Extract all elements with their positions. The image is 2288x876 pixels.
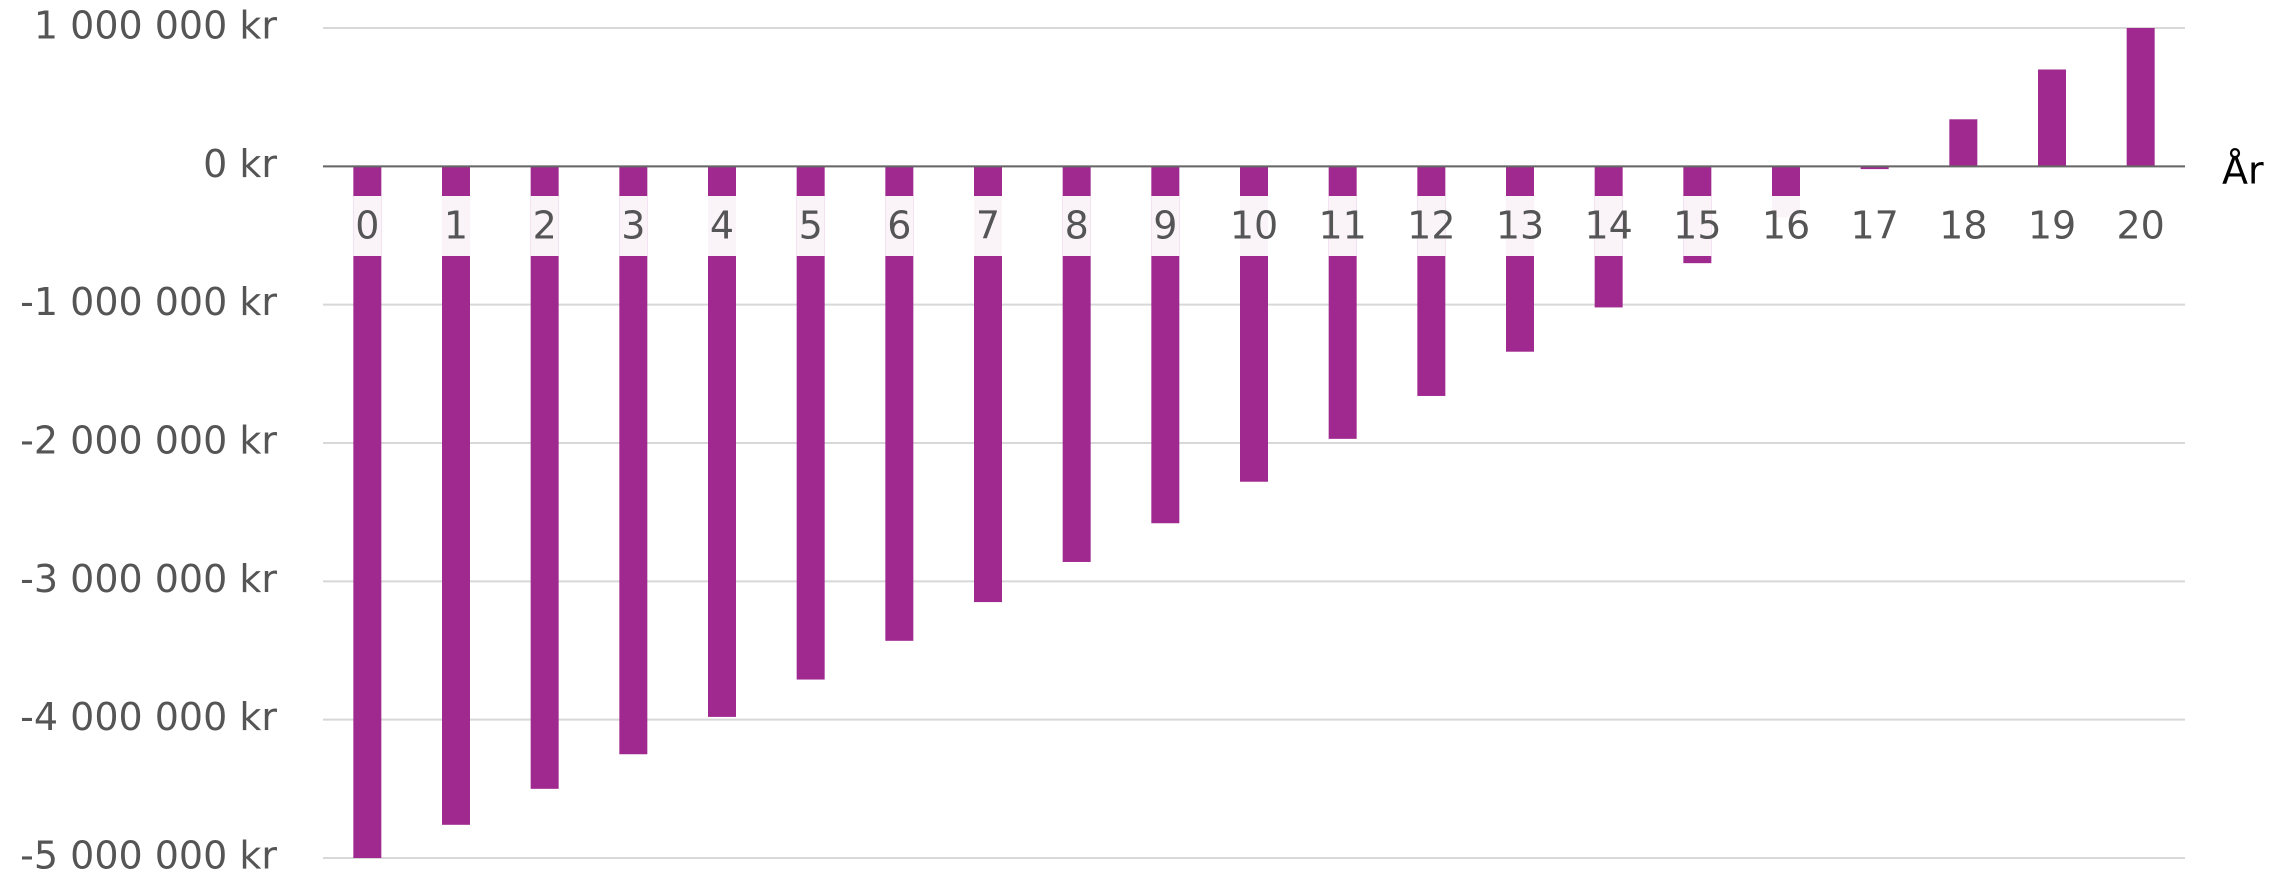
x-tick-label-background [885, 196, 914, 256]
x-tick-label-background [1772, 196, 1800, 256]
bar [1949, 119, 1978, 167]
x-tick-label-background [796, 196, 825, 256]
x-tick-label: 15 [1673, 204, 1721, 248]
bar [1506, 166, 1534, 352]
x-tick-label: 11 [1318, 204, 1366, 248]
y-tick-label: -1 000 000 kr [20, 280, 277, 324]
bar [2126, 28, 2155, 167]
x-tick-label: 8 [1065, 204, 1089, 248]
bar [619, 166, 648, 755]
x-tick-label: 4 [710, 204, 734, 248]
y-tick-label: 1 000 000 kr [34, 4, 277, 48]
x-tick-label: 5 [799, 204, 823, 248]
y-tick-label: -4 000 000 kr [20, 695, 277, 739]
x-tick-label-background [442, 196, 470, 256]
x-tick-label-background [2038, 196, 2066, 256]
y-tick-label: -3 000 000 kr [20, 557, 277, 601]
x-tick-label: 18 [1939, 204, 1987, 248]
x-tick-label: 19 [2028, 204, 2076, 248]
x-tick-label-background [1949, 196, 1978, 256]
x-tick-label: 7 [976, 204, 1000, 248]
bar [2038, 69, 2066, 167]
x-tick-label-background [1860, 196, 1889, 256]
x-tick-label: 16 [1762, 204, 1810, 248]
x-tick-label-background [1151, 196, 1180, 256]
x-tick-label: 0 [355, 204, 379, 248]
bar [442, 166, 470, 825]
x-tick-label: 1 [444, 204, 468, 248]
bar [530, 166, 559, 789]
x-tick-label-background [353, 196, 382, 256]
x-tick-label: 10 [1230, 204, 1278, 248]
bar [1860, 166, 1889, 170]
x-tick-label: 12 [1407, 204, 1455, 248]
x-tick-label: 14 [1584, 204, 1632, 248]
x-tick-label-background [1594, 196, 1623, 256]
x-tick-label-background [1062, 196, 1091, 256]
x-tick-label-background [530, 196, 559, 256]
x-axis-label: År [2222, 149, 2264, 193]
y-tick-label: -5 000 000 kr [20, 834, 277, 876]
x-tick-label-background [1506, 196, 1534, 256]
x-tick-label: 13 [1496, 204, 1544, 248]
bar [353, 166, 382, 859]
x-tick-label: 6 [887, 204, 911, 248]
x-tick-label-background [2126, 196, 2155, 256]
y-tick-label: 0 kr [203, 142, 277, 186]
y-tick-label: -2 000 000 kr [20, 419, 277, 463]
x-tick-label-background [1683, 196, 1712, 256]
x-tick-label-background [1240, 196, 1268, 256]
x-tick-label-background [1328, 196, 1357, 256]
x-tick-label-background [974, 196, 1002, 256]
x-tick-label: 2 [533, 204, 557, 248]
x-tick-label-background [708, 196, 736, 256]
x-tick-label: 9 [1153, 204, 1177, 248]
bar [708, 166, 736, 717]
x-tick-label: 3 [621, 204, 645, 248]
x-tick-label: 17 [1850, 204, 1898, 248]
x-tick-label-background [1417, 196, 1446, 256]
x-tick-label: 20 [2116, 204, 2164, 248]
x-tick-label-background [619, 196, 648, 256]
